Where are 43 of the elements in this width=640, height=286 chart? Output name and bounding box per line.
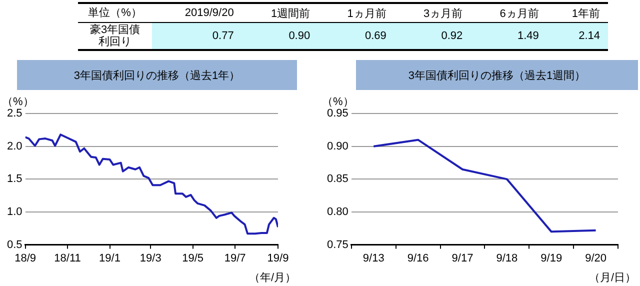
x-tick-label: 18/9 bbox=[14, 252, 36, 264]
text: 豪3年国債利回り bbox=[78, 22, 152, 50]
category-label: 3ヵ月前 bbox=[394, 3, 471, 22]
x-tick-label: 9/19 bbox=[540, 252, 562, 264]
category-label: 1週間前 bbox=[242, 3, 318, 22]
y-tick-label: 0.80 bbox=[326, 206, 348, 218]
x-tick-label: 19/1 bbox=[99, 252, 120, 264]
y-tick-label: 1.5 bbox=[6, 173, 22, 186]
y-axis-title: （%） bbox=[2, 95, 34, 108]
x-tick-label: 19/3 bbox=[140, 252, 162, 264]
y-tick-label: 2.0 bbox=[6, 140, 22, 152]
x-tick-label: 19/9 bbox=[267, 252, 289, 264]
data-label: 1.49 bbox=[470, 22, 547, 50]
chart-title: 3年国債利回りの推移（過去1年） bbox=[17, 60, 297, 90]
x-axis-title: （月/日） bbox=[588, 271, 636, 285]
x-tick-label: 19/7 bbox=[224, 252, 246, 264]
y-tick-label: 0.75 bbox=[326, 238, 348, 251]
data-label: 2.14 bbox=[546, 22, 608, 50]
y-tick-label: 0.95 bbox=[326, 108, 348, 120]
y-tick-label: 0.5 bbox=[6, 238, 22, 251]
y-tick-label: 2.5 bbox=[6, 108, 22, 120]
text: 単位（%） bbox=[78, 3, 152, 22]
x-tick-label: 9/13 bbox=[362, 252, 384, 264]
x-tick-label: 9/16 bbox=[407, 252, 429, 264]
data-label: 0.69 bbox=[318, 22, 394, 50]
y-tick-label: 0.90 bbox=[326, 140, 348, 152]
y-tick-label: 0.85 bbox=[326, 173, 348, 186]
category-label: 1年前 bbox=[546, 3, 608, 22]
data-label: 0.92 bbox=[394, 22, 471, 50]
data-label: 0.77 bbox=[152, 22, 242, 50]
x-tick-label: 9/18 bbox=[496, 252, 518, 264]
y-axis-title: （%） bbox=[322, 95, 354, 108]
x-tick-label: 19/5 bbox=[182, 252, 204, 264]
data-label: 0.90 bbox=[242, 22, 318, 50]
category-label: 6ヵ月前 bbox=[470, 3, 547, 22]
category-label: 2019/9/20 bbox=[152, 3, 242, 22]
category-label: 1ヵ月前 bbox=[318, 3, 394, 22]
x-axis-title: （年/月） bbox=[248, 271, 296, 285]
chart-title: 3年国債利回りの推移（過去1週間） bbox=[356, 60, 638, 90]
x-tick-label: 9/20 bbox=[585, 252, 606, 264]
x-tick-label: 18/11 bbox=[54, 252, 81, 264]
y-tick-label: 1.0 bbox=[6, 206, 22, 218]
x-tick-label: 9/17 bbox=[452, 252, 474, 264]
